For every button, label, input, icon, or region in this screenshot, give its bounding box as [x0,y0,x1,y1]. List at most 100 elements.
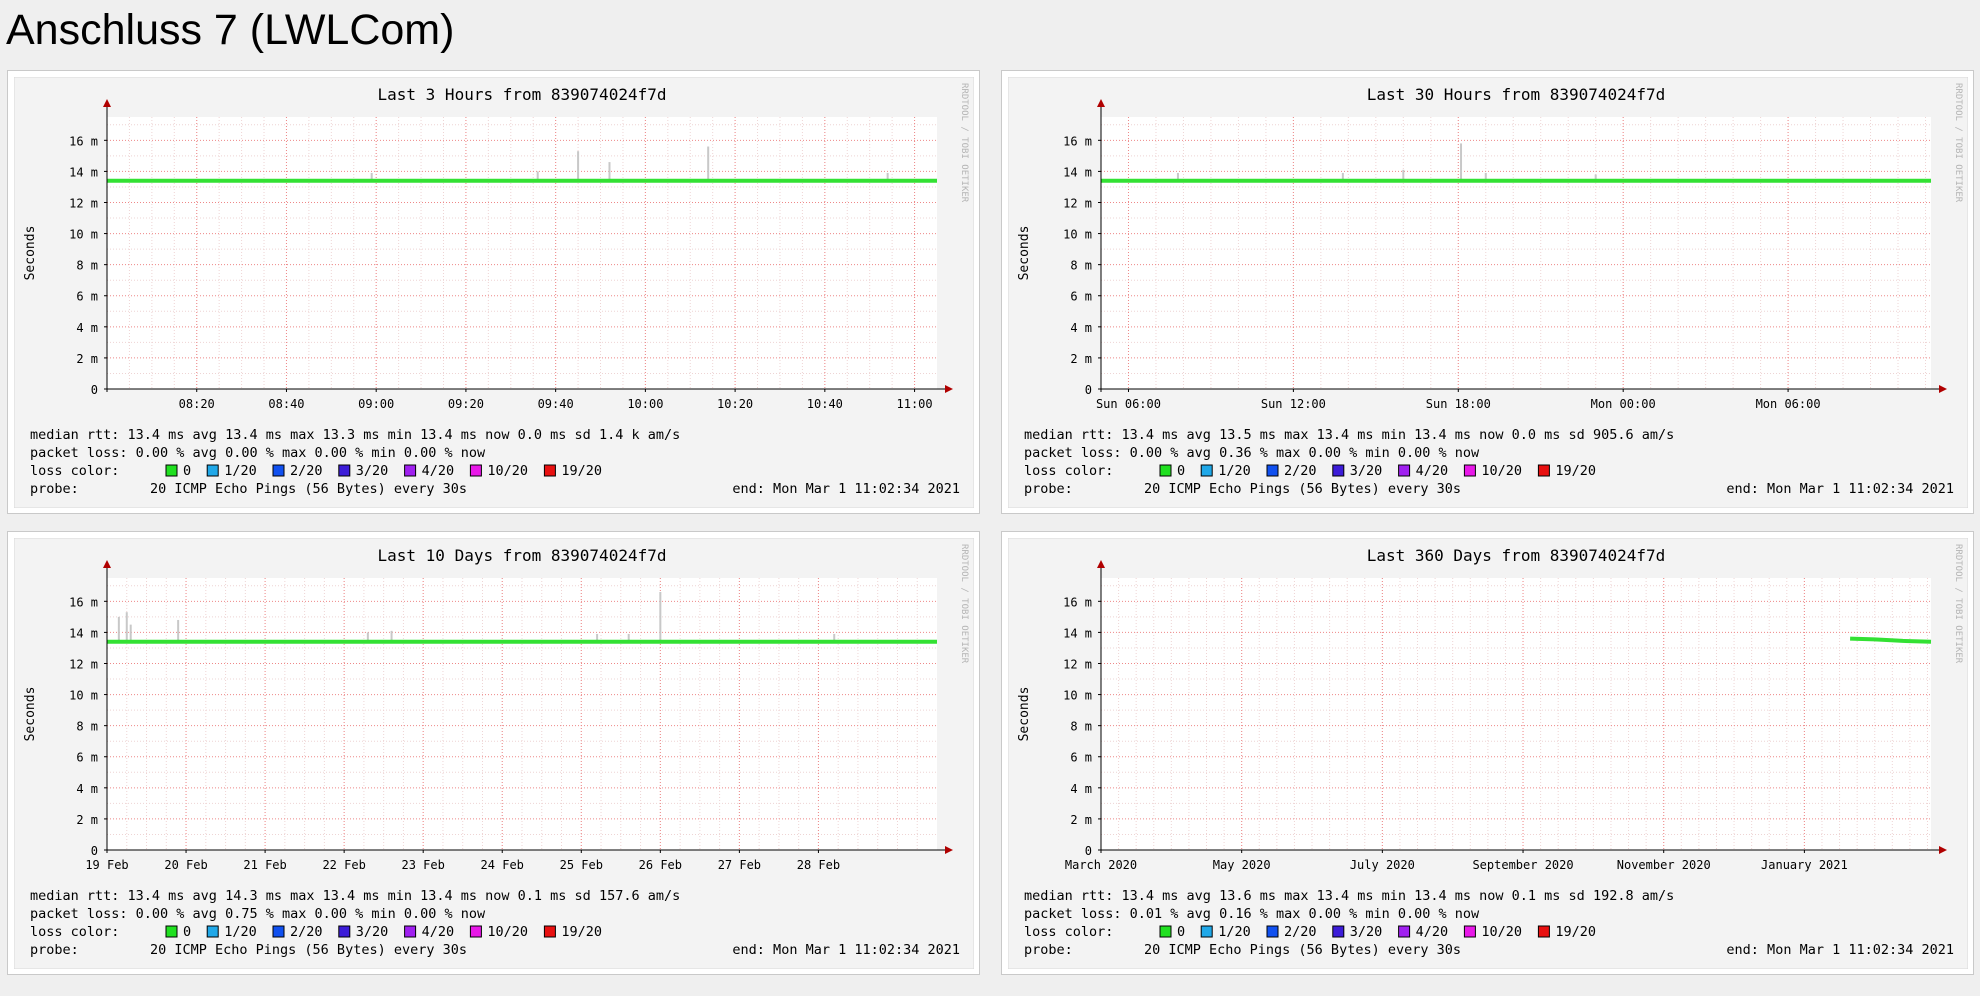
y-tick-label: 6 m [1070,290,1092,304]
loss-color-swatch [1463,464,1476,477]
probe-label: probe: [30,481,79,497]
probe-description: 20 ICMP Echo Pings (56 Bytes) every 30s [150,942,467,958]
plot-area [1101,578,1931,850]
loss-color-value: 0 [1177,924,1185,940]
y-tick-label: 10 m [1063,228,1092,242]
smoke-spike [1484,172,1487,183]
loss-color-swatch [1537,464,1550,477]
y-tick-label: 16 m [1063,134,1092,148]
loss-color-swatch [404,464,417,477]
loss-color-value: 3/20 [1350,924,1383,940]
y-tick-label: 12 m [1063,196,1092,210]
loss-color-value: 0 [183,463,191,479]
x-tick-label: Mon 00:00 [1591,397,1656,411]
loss-color-swatch [1159,925,1172,938]
loss-color-value: 3/20 [356,463,389,479]
loss-color-swatch [1266,464,1279,477]
loss-color-swatch [272,464,285,477]
chart-panel-10-days: Last 10 Days from 839074024f7d Seconds RRD… [7,531,980,975]
loss-color-value: 1/20 [224,924,257,940]
probe-description: 20 ICMP Echo Pings (56 Bytes) every 30s [1144,481,1461,497]
chart-panel-3-hours: Last 3 Hours from 839074024f7d Seconds RRD… [7,70,980,514]
loss-color-value: 2/20 [290,463,323,479]
loss-color-swatch [338,925,351,938]
x-tick-label: 09:00 [358,397,394,411]
loss-color-swatch [1332,925,1345,938]
chart-title: Last 360 Days from 839074024f7d [1367,546,1666,565]
loss-color-swatch [206,925,219,938]
probe-label: probe: [30,942,79,958]
y-tick-label: 16 m [69,595,98,609]
watermark: RRDTOOL / TOBI OETIKER [1953,544,1963,664]
x-tick-label: Mon 06:00 [1756,397,1821,411]
loss-color-swatch [206,464,219,477]
loss-color-value: 4/20 [422,463,455,479]
chart-panel-360-days: Last 360 Days from 839074024f7d Seconds RR… [1001,531,1974,975]
y-tick-label: 12 m [1063,657,1092,671]
smoke-spike [608,162,611,183]
x-tick-label: Sun 18:00 [1426,397,1491,411]
x-tick-label: 11:00 [897,397,933,411]
smoke-spike [370,172,373,183]
x-tick-label: 28 Feb [797,858,840,872]
smoke-spike [1402,169,1405,183]
median-rtt-stats: median rtt: 13.4 ms avg 13.4 ms max 13.3… [30,427,680,443]
loss-color-swatch [1463,925,1476,938]
y-axis-arrow [1097,99,1105,107]
smoke-spike [1341,172,1344,183]
loss-color-value: 19/20 [561,924,602,940]
loss-color-value: 0 [183,924,191,940]
y-tick-label: 0 [91,844,98,858]
loss-color-swatch [543,464,556,477]
y-axis-label: Seconds [23,226,38,281]
x-tick-label: January 2021 [1761,858,1848,872]
smoke-spike [1460,143,1463,183]
loss-color-swatch [1537,925,1550,938]
smoke-spike [886,172,889,183]
smoke-spike [125,612,128,644]
probe-description: 20 ICMP Echo Pings (56 Bytes) every 30s [1144,942,1461,958]
end-timestamp: end: Mon Mar 1 11:02:34 2021 [1726,481,1954,497]
y-tick-label: 14 m [1063,165,1092,179]
x-tick-label: 24 Feb [481,858,524,872]
loss-color-value: 19/20 [1555,924,1596,940]
loss-color-value: 10/20 [1481,924,1522,940]
y-tick-label: 4 m [1070,782,1092,796]
x-axis-arrow [1939,846,1947,854]
y-tick-label: 10 m [1063,689,1092,703]
y-tick-label: 4 m [76,321,98,335]
median-rtt-stats: median rtt: 13.4 ms avg 13.6 ms max 13.4… [1024,888,1674,904]
x-tick-label: Sun 12:00 [1261,397,1326,411]
packet-loss-stats: packet loss: 0.00 % avg 0.00 % max 0.00 … [30,445,486,461]
loss-color-value: 10/20 [1481,463,1522,479]
packet-loss-stats: packet loss: 0.00 % avg 0.36 % max 0.00 … [1024,445,1480,461]
loss-color-swatch [1398,925,1411,938]
median-rtt-stats: median rtt: 13.4 ms avg 14.3 ms max 13.4… [30,888,680,904]
x-axis-arrow [945,385,953,393]
loss-color-swatch [543,925,556,938]
end-timestamp: end: Mon Mar 1 11:02:34 2021 [732,481,960,497]
loss-color-swatch [1266,925,1279,938]
x-tick-label: 19 Feb [85,858,128,872]
loss-color-swatch [272,925,285,938]
loss-color-value: 4/20 [1416,924,1449,940]
y-tick-label: 0 [91,383,98,397]
loss-color-value: 1/20 [224,463,257,479]
loss-color-swatch [165,925,178,938]
x-tick-label: November 2020 [1617,858,1711,872]
chart-svg: Last 10 Days from 839074024f7d Seconds RRD… [14,538,974,969]
x-tick-label: 27 Feb [718,858,761,872]
loss-color-swatch [404,925,417,938]
median-rtt-stats: median rtt: 13.4 ms avg 13.5 ms max 13.4… [1024,427,1674,443]
y-tick-label: 8 m [1070,259,1092,273]
y-tick-label: 4 m [1070,321,1092,335]
y-tick-label: 2 m [1070,813,1092,827]
loss-color-label: loss color: [30,924,119,940]
y-tick-label: 10 m [69,689,98,703]
x-tick-label: 21 Feb [243,858,286,872]
chart-svg: Last 360 Days from 839074024f7d Seconds RR… [1008,538,1968,969]
smoke-spike [129,624,132,644]
watermark: RRDTOOL / TOBI OETIKER [959,83,969,203]
loss-color-value: 2/20 [1284,924,1317,940]
loss-color-swatch [165,464,178,477]
